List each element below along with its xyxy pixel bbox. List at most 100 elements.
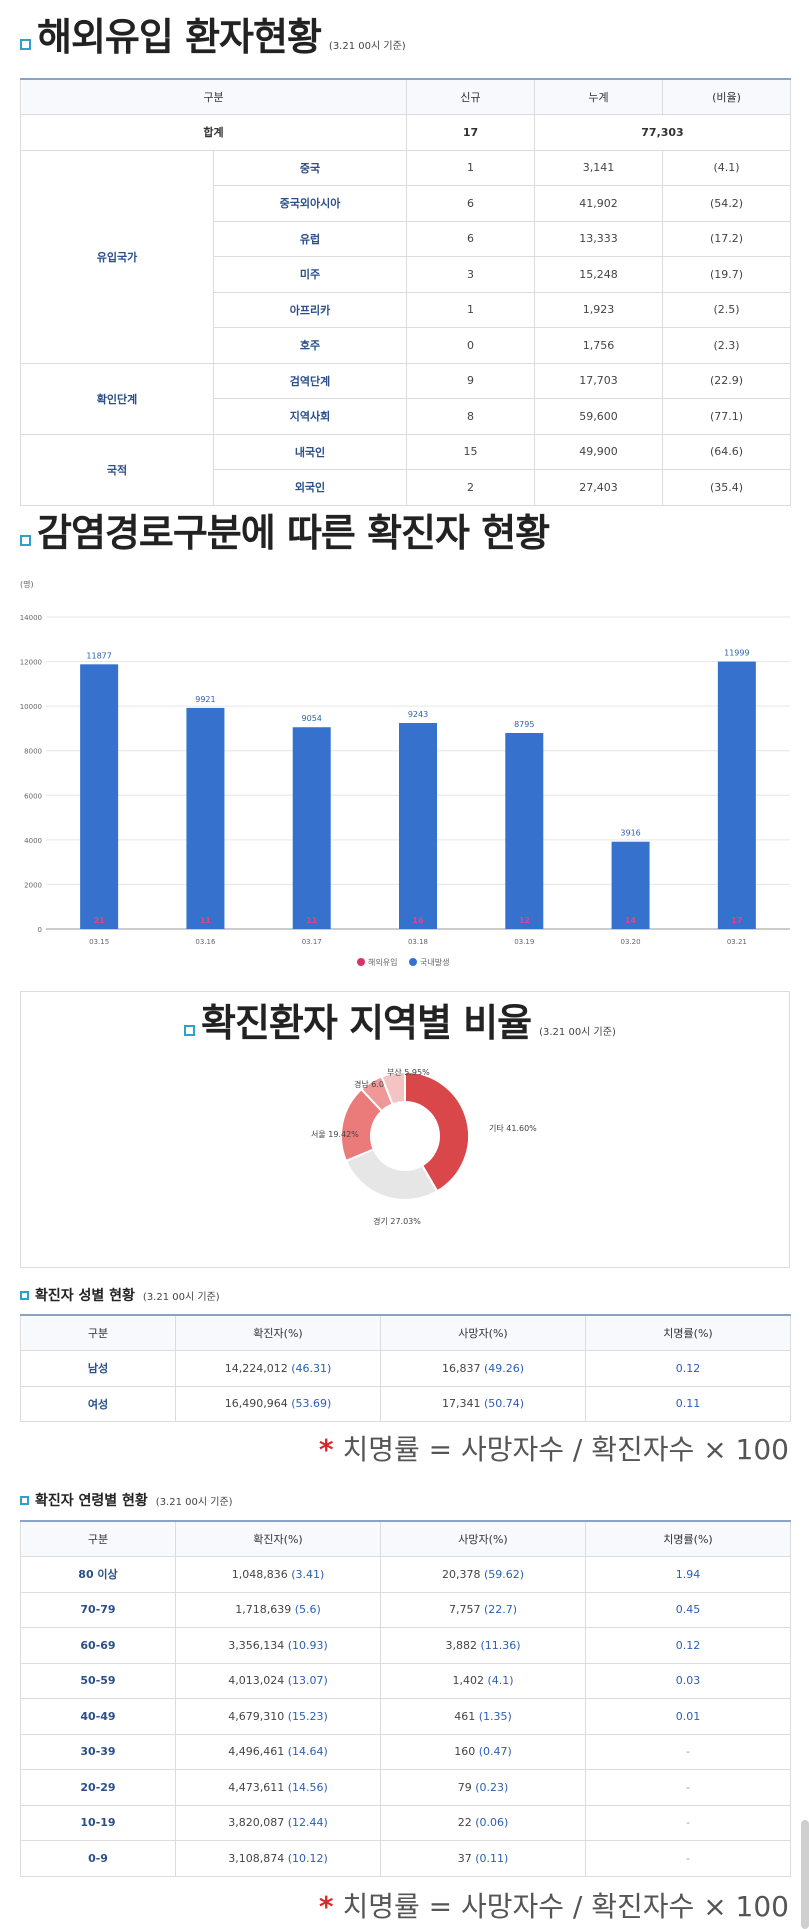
sex-footnote-text: 치명률 = 사망자수 / 확진자수 × 100 bbox=[342, 1433, 789, 1466]
group-label: 확인단계 bbox=[20, 362, 214, 435]
new-count: 1 bbox=[406, 149, 535, 186]
overseas-table: 구분 신규 누계 (비율) 합계 17 77,303 유입국가 중국 1 3,141(… bbox=[20, 78, 791, 506]
table-row: 40-49 4,679,310 (15.23) 461 (1.35) 0.01 bbox=[20, 1698, 791, 1735]
cases-percent: (5.6) bbox=[294, 1603, 321, 1617]
row-label: 내국인 bbox=[213, 433, 407, 470]
fatality-rate: - bbox=[585, 1840, 791, 1877]
cases-value: 3,108,874 bbox=[228, 1851, 285, 1865]
deaths-percent: (0.23) bbox=[475, 1780, 509, 1794]
deaths-percent: (0.06) bbox=[475, 1816, 509, 1830]
cumulative-count: 49,900 bbox=[534, 433, 663, 470]
deaths-cell: 461 (1.35) bbox=[380, 1698, 586, 1735]
new-count: 3 bbox=[406, 256, 535, 293]
new-count: 8 bbox=[406, 398, 535, 435]
new-count: 6 bbox=[406, 220, 535, 257]
x-tick-label: 03.15 bbox=[89, 938, 109, 946]
domestic-value-label: 9921 bbox=[195, 695, 215, 704]
table-row: 유럽 6 13,333 (17.2) bbox=[21, 220, 791, 257]
row-label: 50-59 bbox=[20, 1662, 176, 1699]
domestic-value-label: 9243 bbox=[408, 710, 428, 719]
row-label: 지역사회 bbox=[213, 398, 407, 435]
square-bullet-icon bbox=[20, 39, 31, 50]
row-label: 호주 bbox=[213, 327, 407, 364]
cases-value: 4,013,024 bbox=[228, 1674, 285, 1688]
legend-domestic-marker bbox=[409, 958, 417, 966]
total-new: 17 bbox=[406, 114, 535, 151]
cases-value: 4,679,310 bbox=[228, 1709, 285, 1723]
pie-slice-label: 기타 41.60% bbox=[489, 1124, 537, 1133]
age-footnote-text: 치명률 = 사망자수 / 확진자수 × 100 bbox=[342, 1890, 789, 1923]
table-row: 아프리카 1 1,923 (2.5) bbox=[21, 291, 791, 328]
scrollbar-thumb[interactable] bbox=[801, 1820, 809, 1929]
fatality-rate: 0.12 bbox=[585, 1350, 791, 1387]
table-header-row: 구분 확진자(%) 사망자(%) 치명률(%) bbox=[20, 1520, 791, 1557]
cases-percent: (12.44) bbox=[287, 1816, 328, 1830]
row-label: 60-69 bbox=[20, 1627, 176, 1664]
header-category: 구분 bbox=[20, 1520, 176, 1557]
row-label: 중국 bbox=[213, 149, 407, 186]
y-tick-label: 2000 bbox=[24, 881, 42, 889]
cumulative-count: 59,600 bbox=[534, 398, 663, 435]
row-label: 외국인 bbox=[213, 469, 407, 506]
cumulative-count: 41,902 bbox=[534, 185, 663, 222]
overseas-value-label: 16 bbox=[412, 916, 424, 925]
deaths-percent: (50.74) bbox=[483, 1397, 525, 1411]
cases-percent: (14.56) bbox=[287, 1780, 328, 1794]
new-count: 2 bbox=[406, 469, 535, 506]
cases-percent: (14.64) bbox=[287, 1745, 328, 1759]
header-cases: 확진자(%) bbox=[175, 1314, 381, 1351]
age-title: 확진자 연령별 현황 bbox=[35, 1493, 148, 1509]
header-fatality: 치명률(%) bbox=[585, 1314, 791, 1351]
group-label: 유입국가 bbox=[20, 149, 214, 364]
deaths-percent: (0.11) bbox=[475, 1851, 509, 1865]
cumulative-count: 27,403 bbox=[534, 469, 663, 506]
square-bullet-icon bbox=[20, 1291, 29, 1300]
deaths-percent: (0.47) bbox=[478, 1745, 512, 1759]
group-label: 국적 bbox=[20, 433, 214, 506]
header-category: 구분 bbox=[20, 78, 407, 115]
deaths-value: 22 bbox=[457, 1816, 472, 1830]
y-tick-label: 0 bbox=[38, 926, 42, 934]
sex-title: 확진자 성별 현황 bbox=[35, 1288, 135, 1304]
deaths-cell: 3,882 (11.36) bbox=[380, 1627, 586, 1664]
deaths-percent: (49.26) bbox=[483, 1361, 525, 1375]
y-tick-label: 10000 bbox=[20, 703, 42, 711]
deaths-value: 3,882 bbox=[445, 1638, 477, 1652]
fatality-rate: 0.11 bbox=[585, 1385, 791, 1422]
x-tick-label: 03.19 bbox=[514, 938, 534, 946]
cases-value: 4,473,611 bbox=[228, 1780, 285, 1794]
table-row: 80 이상 1,048,836 (3.41) 20,378 (59.62) 1.94 bbox=[20, 1556, 791, 1593]
cases-cell: 4,013,024 (13.07) bbox=[175, 1662, 381, 1699]
cases-cell: 14,224,012 (46.31) bbox=[175, 1350, 381, 1387]
table-row: 60-69 3,356,134 (10.93) 3,882 (11.36) 0.12 bbox=[20, 1627, 791, 1664]
deaths-cell: 16,837 (49.26) bbox=[380, 1350, 586, 1387]
legend-domestic-label: 국내발생 bbox=[420, 957, 449, 967]
table-row: 유입국가 중국 1 3,141 (4.1) bbox=[20, 149, 791, 364]
legend-overseas-marker bbox=[357, 958, 365, 966]
deaths-percent: (22.7) bbox=[483, 1603, 518, 1617]
cases-percent: (13.07) bbox=[287, 1674, 328, 1688]
region-panel: 확진환자 지역별 비율 (3.21 00시 기준) 기타 41.60% 경기 27… bbox=[20, 991, 790, 1268]
deaths-value: 20,378 bbox=[441, 1567, 481, 1581]
row-label: 40-49 bbox=[20, 1698, 176, 1735]
ratio-value: (2.3) bbox=[662, 327, 791, 364]
cases-cell: 3,356,134 (10.93) bbox=[175, 1627, 381, 1664]
table-row: 70-79 1,718,639 (5.6) 7,757 (22.7) 0.45 bbox=[20, 1591, 791, 1628]
table-row: 지역사회 8 59,600 (77.1) bbox=[21, 398, 791, 435]
cases-cell: 4,473,611 (14.56) bbox=[175, 1769, 381, 1806]
table-row: 20-29 4,473,611 (14.56) 79 (0.23) - bbox=[20, 1769, 791, 1806]
sex-footnote: * 치명률 = 사망자수 / 확진자수 × 100 bbox=[319, 1428, 789, 1468]
cases-percent: (15.23) bbox=[287, 1709, 328, 1723]
row-label: 검역단계 bbox=[213, 362, 407, 399]
cumulative-count: 15,248 bbox=[534, 256, 663, 293]
header-fatality: 치명률(%) bbox=[585, 1520, 791, 1557]
domestic-bar bbox=[80, 664, 119, 929]
table-row: 30-39 4,496,461 (14.64) 160 (0.47) - bbox=[20, 1733, 791, 1770]
deaths-cell: 79 (0.23) bbox=[380, 1769, 586, 1806]
overseas-title: 해외유입 환자현황 bbox=[37, 15, 322, 59]
pie-slice-label: 부산 5.95% bbox=[387, 1067, 430, 1077]
header-ratio: (비율) bbox=[662, 78, 791, 115]
domestic-bar bbox=[717, 661, 756, 929]
cases-value: 14,224,012 bbox=[224, 1361, 288, 1375]
y-tick-label: 4000 bbox=[24, 837, 42, 845]
